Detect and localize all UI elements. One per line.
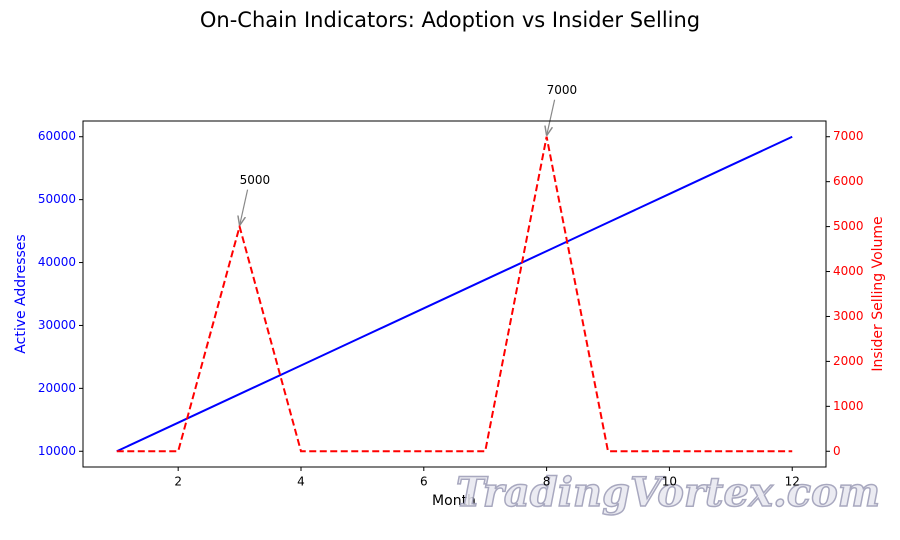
y2-tick-label: 7000 [833,129,864,143]
y-tick-label: 60000 [38,129,76,143]
y2-tick-label: 6000 [833,174,864,188]
x-axis-label: Month [432,493,476,509]
y-tick-label: 50000 [38,192,76,206]
y2-tick-label: 3000 [833,309,864,323]
x-tick-label: 12 [785,475,800,489]
x-tick-label: 8 [543,475,551,489]
y-tick-label: 20000 [38,381,76,395]
annotation-label: 7000 [547,83,578,97]
annotation-arrow [240,189,249,226]
watermark: TradingVortex.com [456,469,880,516]
x-tick-label: 4 [297,475,305,489]
y2-tick-label: 1000 [833,399,864,413]
y2-tick-label: 4000 [833,264,864,278]
series-line [116,136,793,453]
y-axis-label: Active Addresses [13,234,29,353]
y-tick-label: 40000 [38,255,76,269]
y-tick-label: 30000 [38,318,76,332]
x-tick-label: 10 [662,475,677,489]
y-tick-label: 10000 [38,444,76,458]
y2-tick-label: 0 [833,444,841,458]
plot-frame [82,120,827,468]
annotation-arrow [547,99,556,136]
y2-tick-label: 2000 [833,354,864,368]
x-tick-label: 6 [420,475,428,489]
series-line [116,135,793,453]
y2-axis-label: Insider Selling Volume [870,216,886,371]
y2-tick-label: 5000 [833,219,864,233]
x-tick-label: 2 [174,475,182,489]
chart-title: On-Chain Indicators: Adoption vs Insider… [200,8,700,32]
annotation-label: 5000 [240,173,271,187]
